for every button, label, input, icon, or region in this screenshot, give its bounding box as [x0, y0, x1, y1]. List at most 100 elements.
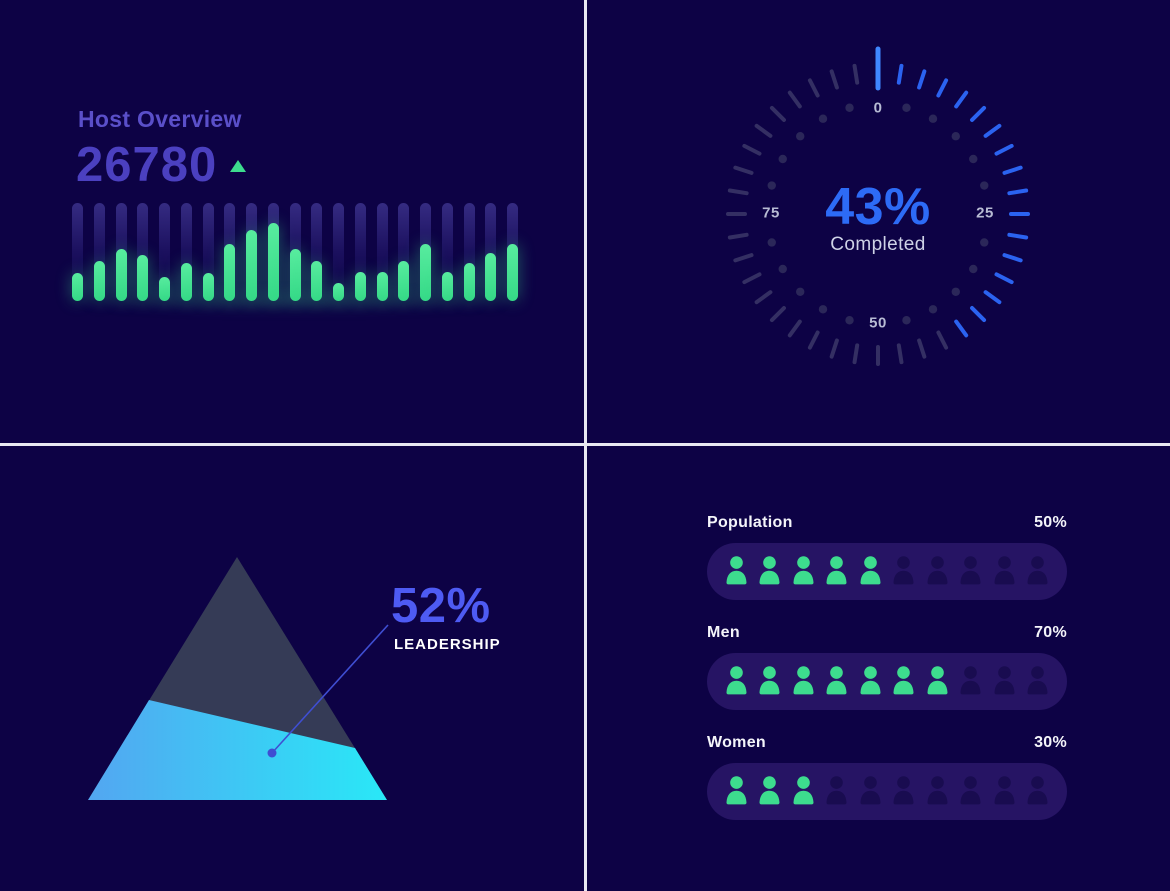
gauge-axis-label-75: 75: [762, 204, 780, 222]
host-count-value: 26780: [76, 138, 218, 192]
panel-leadership-pyramid: 52% LEADERSHIP: [0, 446, 584, 891]
activity-bar-chart: [72, 203, 518, 301]
person-icon: [893, 556, 914, 585]
pictogram-pill: [707, 543, 1067, 600]
person-icon: [759, 666, 780, 695]
bar-track: [137, 203, 149, 301]
gauge-dot: [818, 305, 828, 314]
demographic-row: Population 50%: [707, 514, 1067, 600]
person-icon: [726, 666, 747, 695]
panel-completion-gauge: 0 25 50 75 43% Completed: [587, 0, 1170, 443]
person-icon: [1027, 666, 1048, 695]
bar-value: [72, 272, 83, 301]
bar-slot: [441, 203, 453, 301]
gauge-dot: [796, 132, 805, 141]
gauge-tick-active: [917, 69, 927, 90]
gauge-dot: [778, 264, 787, 274]
person-icon: [960, 556, 981, 585]
gauge-tick-inactive: [727, 232, 749, 240]
bar-slot: [507, 203, 518, 301]
person-icon: [726, 556, 747, 585]
row-value: 70%: [1034, 624, 1067, 641]
pictogram-pill: [707, 763, 1067, 820]
gauge-dot: [928, 114, 938, 123]
bar-track: [159, 203, 170, 301]
bar-slot: [398, 203, 410, 301]
bar-slot: [180, 203, 192, 301]
bar-value: [93, 260, 105, 301]
gauge-tick-inactive: [917, 338, 927, 359]
bar-value: [115, 249, 127, 301]
bar-slot: [376, 203, 388, 301]
bar-slot: [311, 203, 323, 301]
bar-slot: [463, 203, 475, 301]
person-icon: [826, 776, 847, 805]
bar-value: [180, 262, 192, 301]
gauge-tick-inactive: [807, 78, 820, 98]
gauge-tick-inactive: [733, 253, 754, 263]
callout-line: [271, 624, 389, 754]
gauge-tick-active: [936, 78, 949, 98]
pyramid-chart: [88, 557, 389, 800]
bar-slot: [202, 203, 214, 301]
pictogram-pill: [707, 653, 1067, 710]
panel-host-overview: Host Overview 26780: [0, 0, 584, 443]
bar-value: [246, 230, 257, 301]
panel-demographics: Population 50% Men 70% Women 30%: [587, 446, 1170, 891]
gauge-tick-inactive: [754, 123, 773, 138]
bar-value: [485, 252, 497, 301]
row-label: Population: [707, 514, 793, 531]
person-icon: [893, 776, 914, 805]
gauge-tick-active: [994, 143, 1014, 156]
leadership-label: LEADERSHIP: [394, 636, 501, 653]
row-value: 50%: [1034, 514, 1067, 531]
person-icon: [1027, 556, 1048, 585]
gauge-tick-inactive: [742, 272, 762, 285]
bar-track: [441, 203, 453, 301]
gauge-tick-inactive: [754, 290, 773, 305]
bar-value: [354, 271, 366, 301]
gauge-tick-inactive: [727, 188, 749, 196]
gauge-tick-active: [970, 105, 987, 122]
bar-track: [72, 203, 83, 301]
gauge-axis-label-25: 25: [976, 204, 994, 222]
gauge-dot: [845, 316, 854, 325]
bar-track: [202, 203, 214, 301]
gauge-tick-inactive: [852, 343, 860, 365]
person-icon: [793, 776, 814, 805]
gauge-tick-inactive: [769, 306, 786, 323]
row-value: 30%: [1034, 734, 1067, 751]
bar-slot: [137, 203, 149, 301]
gauge-dot: [969, 154, 978, 164]
person-icon: [994, 666, 1015, 695]
gauge-dot: [951, 132, 960, 141]
gauge-tick-inactive: [742, 143, 762, 156]
person-icon: [994, 556, 1015, 585]
person-icon: [860, 776, 881, 805]
bar-value: [137, 254, 149, 301]
person-icon: [793, 666, 814, 695]
person-icon: [759, 556, 780, 585]
gauge-tick-inactive: [733, 165, 754, 175]
bar-value: [507, 244, 518, 301]
bar-slot: [333, 203, 344, 301]
row-label: Men: [707, 624, 740, 641]
gauge-dot: [902, 316, 911, 325]
bar-value: [289, 249, 301, 301]
bar-value: [224, 244, 236, 301]
gauge-tick-inactive: [936, 330, 949, 350]
person-icon: [960, 666, 981, 695]
bar-slot: [72, 203, 83, 301]
gauge-tick-active: [970, 306, 987, 323]
gauge-dot: [818, 114, 828, 123]
trend-up-icon: [230, 160, 247, 172]
bar-value: [333, 283, 344, 301]
row-head: Population 50%: [707, 514, 1067, 532]
person-icon: [860, 556, 881, 585]
bar-slot: [93, 203, 105, 301]
gauge-tick-active: [1007, 232, 1029, 240]
person-icon: [927, 666, 948, 695]
person-icon: [726, 776, 747, 805]
person-icon: [1027, 776, 1048, 805]
